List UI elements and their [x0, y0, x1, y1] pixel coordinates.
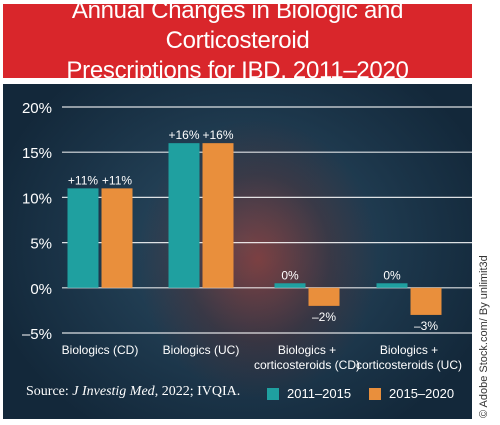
y-tick-label: 0% [30, 281, 52, 298]
data-label: +16% [168, 128, 199, 142]
y-tick-label: 5% [30, 236, 52, 253]
bar [67, 188, 99, 288]
x-category-label: Biologics + [380, 343, 438, 357]
y-tick-label: 20% [22, 100, 52, 117]
bar [202, 143, 234, 288]
bar [168, 143, 200, 288]
source-suffix: , 2022; IVQIA. [154, 384, 241, 399]
legend-label-2015-2020: 2015–2020 [389, 386, 455, 401]
bar-chart: 20% 15% 10% 5% 0% –5% +11% +16% 0% 0% +11% +16% –2% –… [22, 100, 462, 372]
bar [410, 287, 442, 315]
photo-credit: © Adobe Stock.com/ By unlimit3d [478, 255, 490, 418]
x-category-label: Biologics (CD) [62, 343, 139, 357]
data-label: +11% [68, 173, 98, 187]
legend-item-2015-2020: 2015–2020 [369, 386, 454, 401]
y-tick-label: 15% [22, 145, 52, 162]
data-label: +16% [202, 128, 233, 142]
legend-swatch-2015-2020 [369, 387, 381, 400]
x-category-label: Biologics (UC) [163, 343, 240, 357]
bar [274, 283, 306, 288]
source-note: Source: J Investig Med, 2022; IVQIA. [26, 384, 240, 400]
source-prefix: Source: [26, 384, 73, 399]
x-category-label: corticosteroids (CD) [254, 358, 360, 372]
title-line-1: Annual Changes in Biologic and Corticost… [71, 0, 404, 54]
bar [308, 287, 340, 306]
data-label: –3% [414, 319, 438, 333]
x-category-label: Biologics + [278, 343, 336, 357]
bar [376, 283, 408, 288]
data-label: +11% [102, 173, 132, 187]
title-line-2: Prescriptions for IBD, 2011–2020 [66, 57, 409, 84]
legend-label-2011-2015: 2011–2015 [287, 386, 352, 401]
figure-frame: Annual Changes in Biologic and Corticost… [3, 0, 472, 419]
data-label: 0% [281, 268, 299, 282]
chart-title: Annual Changes in Biologic and Corticost… [3, 0, 472, 84]
legend-swatch-2011-2015 [267, 387, 279, 400]
legend-item-2011-2015: 2011–2015 [267, 386, 351, 401]
data-label: 0% [383, 268, 401, 282]
x-category-label: corticosteroids (UC) [356, 358, 462, 372]
y-tick-label: 10% [22, 190, 52, 207]
source-journal: J Investig Med [72, 384, 155, 399]
data-label: –2% [312, 310, 336, 324]
bar [101, 188, 133, 288]
y-tick-label: –5% [22, 326, 52, 343]
